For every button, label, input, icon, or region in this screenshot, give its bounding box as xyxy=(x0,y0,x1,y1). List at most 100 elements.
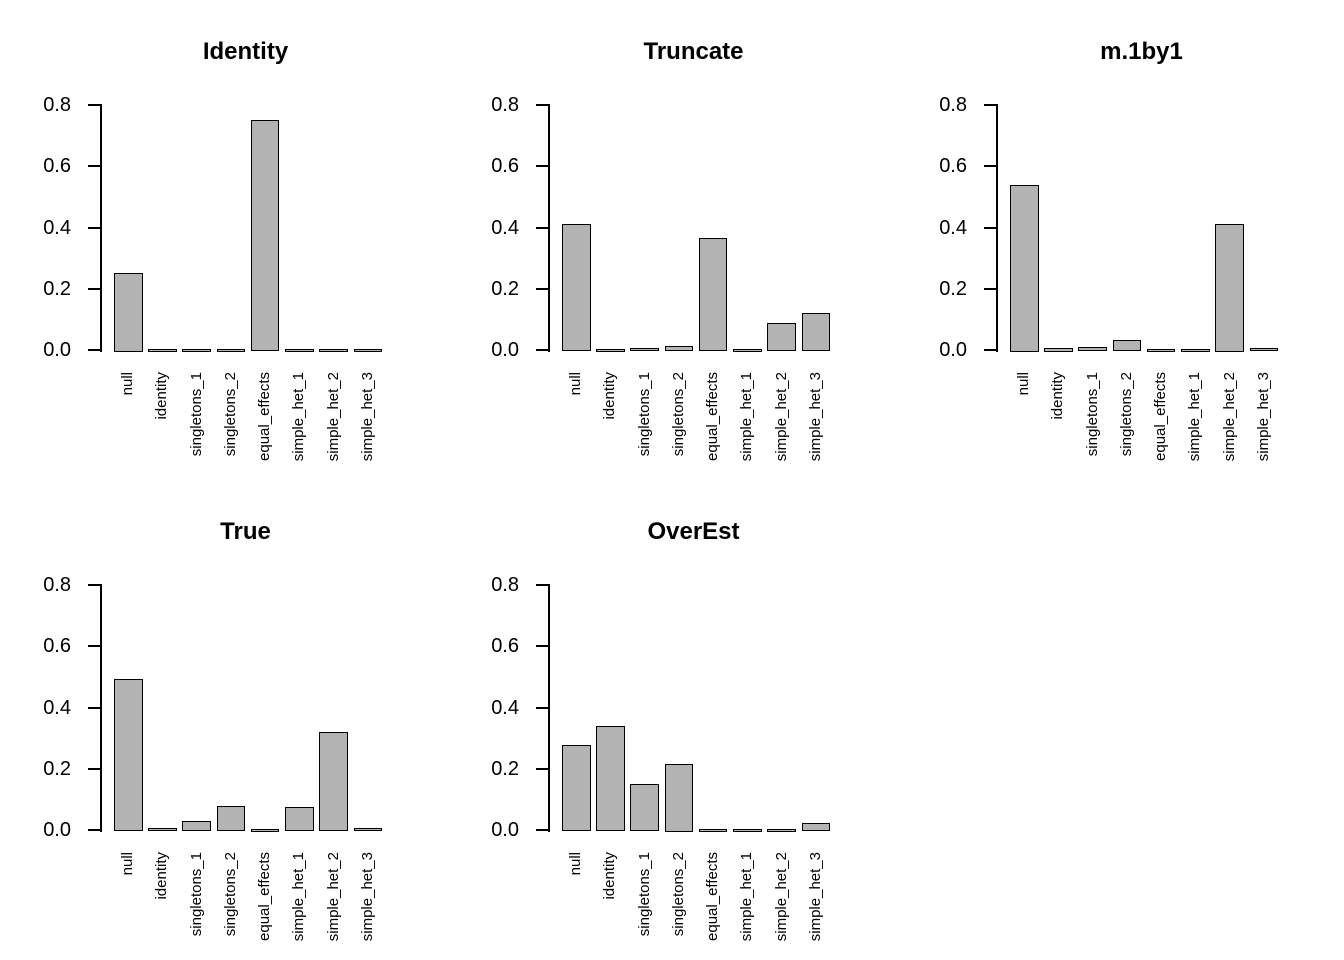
x-axis-label: null xyxy=(567,372,585,396)
y-axis-tick xyxy=(88,104,100,106)
y-axis-tick xyxy=(984,287,996,290)
bar-simple_het_2 xyxy=(1215,224,1244,352)
y-axis-line xyxy=(548,104,550,352)
bar-singletons_1 xyxy=(630,348,659,352)
y-axis-line xyxy=(996,104,998,352)
x-axis-label: identity xyxy=(601,852,619,900)
x-axis-label: null xyxy=(119,372,137,396)
x-axis-label: equal_effects xyxy=(256,852,274,941)
bar-singletons_2 xyxy=(216,806,246,832)
chart-title: OverEst xyxy=(647,518,740,545)
y-axis-tick-label: 0.8 xyxy=(939,94,967,116)
bar-simple_het_3 xyxy=(353,828,383,832)
x-axis-label: equal_effects xyxy=(704,372,722,461)
y-axis-tick-label: 0.8 xyxy=(491,574,519,596)
chart-title: True xyxy=(220,518,271,545)
x-axis-label: singletons_2 xyxy=(669,372,687,457)
chart-panel-m-1by1: m.1by1 0.0 0.2 0.4 0.6 0.8 null identity singlet… xyxy=(896,0,1344,480)
y-axis-tick xyxy=(88,584,100,586)
y-axis-tick-label: 0.2 xyxy=(491,757,519,780)
bar-equal_effects xyxy=(698,237,728,352)
bar-identity xyxy=(596,726,625,832)
bar-equal_effects xyxy=(1146,348,1176,352)
x-axis-label: simple_het_3 xyxy=(358,852,376,942)
x-axis-label: identity xyxy=(153,372,171,420)
y-axis-line xyxy=(548,584,550,832)
bar-singletons_2 xyxy=(664,346,694,352)
x-axis-label: identity xyxy=(1049,372,1067,420)
y-axis-tick xyxy=(984,165,996,168)
bar-simple_het_1 xyxy=(285,348,314,352)
chart-title: Identity xyxy=(202,38,289,65)
x-axis-label: singletons_2 xyxy=(221,372,239,457)
y-axis-tick xyxy=(536,645,548,648)
y-axis-tick-label: 0.0 xyxy=(939,339,967,361)
bar-singletons_1 xyxy=(182,348,211,352)
x-axis-label: null xyxy=(119,852,137,876)
y-axis-tick xyxy=(88,226,100,229)
y-axis-line xyxy=(100,104,102,352)
y-axis-tick-label: 0.2 xyxy=(939,277,967,300)
y-axis-tick-label: 0.4 xyxy=(491,696,519,719)
x-axis-label: singletons_1 xyxy=(635,852,653,937)
x-axis-label: equal_effects xyxy=(256,372,274,461)
y-axis-tick-label: 0.6 xyxy=(43,155,71,178)
y-axis-tick xyxy=(88,287,100,290)
chart-panel-identity: Identity 0.0 0.2 0.4 0.6 0.8 null identity singl… xyxy=(0,0,448,480)
y-axis-tick-label: 0.0 xyxy=(43,339,71,361)
y-axis-tick-label: 0.6 xyxy=(491,155,519,178)
bar-simple_het_3 xyxy=(353,348,383,352)
y-axis-tick-label: 0.2 xyxy=(43,277,71,300)
y-axis-tick-label: 0.6 xyxy=(43,635,71,658)
y-axis-tick-label: 0.0 xyxy=(43,819,71,841)
y-axis-tick xyxy=(984,104,996,106)
x-axis-label: simple_het_3 xyxy=(1254,372,1272,462)
x-axis-label: null xyxy=(567,852,585,876)
x-axis-label: simple_het_1 xyxy=(290,852,308,942)
chart-title: m.1by1 xyxy=(1100,38,1183,65)
x-axis-label: singletons_1 xyxy=(635,372,653,457)
bar-simple_het_2 xyxy=(319,732,348,832)
y-axis-tick-label: 0.6 xyxy=(491,635,519,658)
y-axis-tick xyxy=(536,165,548,168)
bar-null xyxy=(562,223,591,352)
bar-singletons_1 xyxy=(630,783,659,832)
bar-equal_effects xyxy=(698,828,728,832)
y-axis-tick-label: 0.2 xyxy=(43,757,71,780)
x-axis-label: equal_effects xyxy=(1152,372,1170,461)
y-axis-line xyxy=(100,584,102,832)
x-axis-label: simple_het_1 xyxy=(738,372,756,462)
y-axis-tick xyxy=(536,104,548,106)
y-axis-tick xyxy=(536,287,548,290)
bar-singletons_2 xyxy=(216,348,246,352)
x-axis-label: simple_het_3 xyxy=(806,852,824,942)
x-axis-label: simple_het_2 xyxy=(1220,372,1238,462)
bar-singletons_2 xyxy=(1112,339,1142,352)
y-axis-tick xyxy=(88,706,100,709)
bar-simple_het_1 xyxy=(733,828,762,832)
bar-simple_het_3 xyxy=(801,312,831,352)
y-axis-tick-label: 0.8 xyxy=(43,94,71,116)
y-axis-tick xyxy=(536,226,548,229)
y-axis-tick xyxy=(88,829,100,831)
bar-simple_het_2 xyxy=(767,828,796,832)
bar-identity xyxy=(148,828,177,832)
bar-simple_het_1 xyxy=(285,807,314,832)
y-axis-tick xyxy=(88,645,100,648)
y-axis-tick xyxy=(536,584,548,586)
y-axis-tick xyxy=(984,226,996,229)
bar-simple_het_3 xyxy=(801,822,831,832)
y-axis-tick xyxy=(536,767,548,770)
x-axis-label: simple_het_2 xyxy=(324,372,342,462)
x-axis-label: simple_het_3 xyxy=(358,372,376,462)
chart-panel-true: True 0.0 0.2 0.4 0.6 0.8 null identity singleton… xyxy=(0,480,448,960)
x-axis-label: singletons_1 xyxy=(1083,372,1101,457)
y-axis-tick-label: 0.4 xyxy=(491,216,519,239)
x-axis-label: simple_het_2 xyxy=(324,852,342,942)
y-axis-tick-label: 0.0 xyxy=(491,819,519,841)
y-axis-tick xyxy=(88,767,100,770)
bar-identity xyxy=(1044,348,1073,352)
bar-null xyxy=(114,273,143,352)
x-axis-label: singletons_1 xyxy=(187,852,205,937)
